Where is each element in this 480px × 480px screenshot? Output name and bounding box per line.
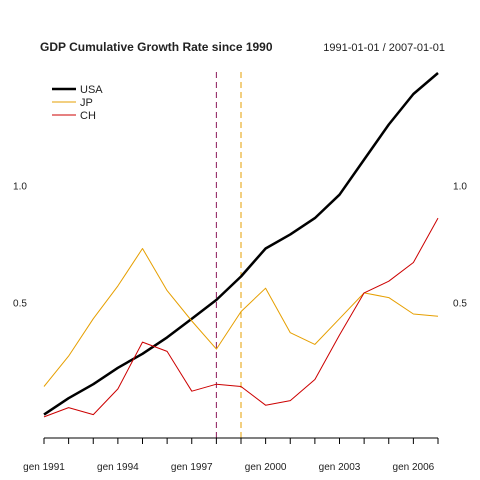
series-line-usa bbox=[43, 72, 439, 416]
series-lines bbox=[43, 72, 439, 418]
x-tick-label: gen 1991 bbox=[23, 462, 65, 473]
date-range-label: 1991-01-01 / 2007-01-01 bbox=[323, 42, 445, 54]
vertical-markers bbox=[215, 72, 242, 438]
legend-label-ch: CH bbox=[80, 110, 96, 122]
x-tick-label: gen 2003 bbox=[319, 462, 361, 473]
x-tick-label: gen 2006 bbox=[393, 462, 435, 473]
x-axis-ticks: gen 1991 gen 1994 gen 1997 gen 2000 gen 2003… bbox=[23, 438, 439, 473]
y-tick-label-right: 1.0 bbox=[453, 181, 467, 192]
legend-label-usa: USA bbox=[80, 84, 103, 96]
series-line-jp bbox=[43, 248, 439, 387]
y-axis-ticks: 0.5 0.5 1.0 1.0 bbox=[13, 181, 467, 309]
series-line-ch bbox=[43, 217, 439, 418]
y-tick-label-right: 0.5 bbox=[453, 298, 467, 309]
y-tick-label-left: 0.5 bbox=[13, 298, 27, 309]
chart-title: GDP Cumulative Growth Rate since 1990 bbox=[40, 40, 273, 54]
x-tick-label: gen 1994 bbox=[97, 462, 139, 473]
x-tick-label: gen 2000 bbox=[245, 462, 287, 473]
y-tick-label-left: 1.0 bbox=[13, 181, 27, 192]
x-tick-label: gen 1997 bbox=[171, 462, 213, 473]
legend-label-jp: JP bbox=[80, 97, 93, 109]
